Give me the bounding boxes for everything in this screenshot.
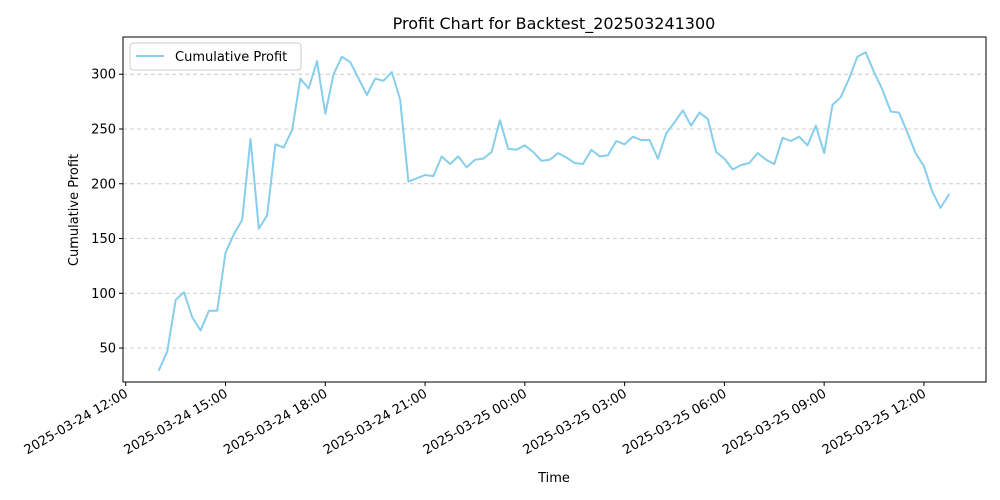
series-layer	[158, 51, 950, 371]
y-tick-label: 100	[91, 287, 116, 302]
x-axis-title: Time	[537, 471, 570, 486]
x-tick-label: 2025-03-24 12:00	[22, 386, 131, 458]
grid-lines	[123, 73, 986, 349]
y-tick-label: 300	[91, 68, 116, 83]
x-tick-label: 2025-03-25 06:00	[620, 386, 729, 458]
x-tick-label: 2025-03-24 18:00	[221, 386, 330, 458]
y-axis: 50 100 150 200 250 300	[91, 68, 123, 357]
chart-title: Profit Chart for Backtest_202503241300	[393, 14, 716, 34]
x-tick-label: 2025-03-25 03:00	[521, 386, 630, 458]
series-line-cumulative-profit	[158, 51, 950, 371]
y-tick-label: 50	[99, 342, 116, 357]
legend: Cumulative Profit	[129, 42, 302, 71]
y-tick-label: 200	[91, 177, 116, 192]
x-tick-label: 2025-03-24 15:00	[122, 386, 231, 458]
y-tick-label: 250	[91, 123, 116, 138]
legend-label: Cumulative Profit	[175, 50, 287, 65]
x-tick-label: 2025-03-25 12:00	[820, 386, 929, 458]
y-axis-title: Cumulative Profit	[67, 154, 82, 266]
x-tick-label: 2025-03-25 00:00	[421, 386, 530, 458]
y-tick-label: 150	[91, 232, 116, 247]
legend-box	[129, 42, 302, 71]
x-tick-label: 2025-03-25 09:00	[720, 386, 829, 458]
plot-area-frame	[122, 36, 987, 383]
x-tick-label: 2025-03-24 21:00	[321, 386, 430, 458]
